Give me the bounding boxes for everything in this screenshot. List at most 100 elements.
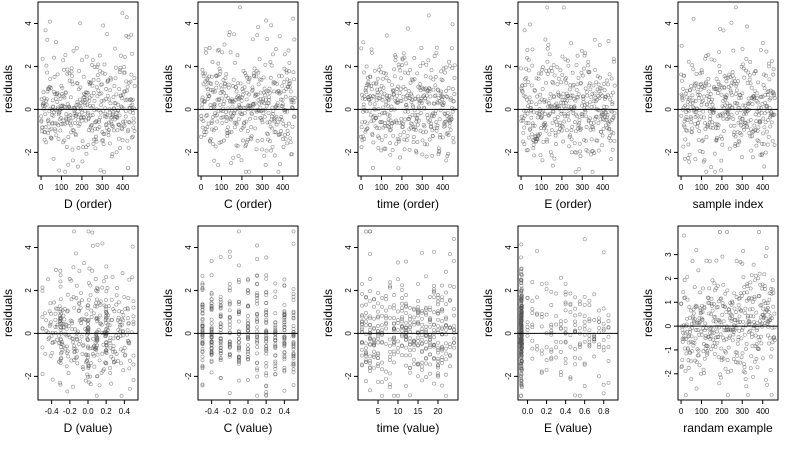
data-point bbox=[223, 76, 228, 81]
data-point bbox=[200, 366, 205, 371]
data-point bbox=[255, 329, 260, 334]
data-point bbox=[397, 137, 402, 142]
data-point bbox=[701, 115, 706, 120]
data-point bbox=[400, 343, 404, 348]
data-point bbox=[525, 320, 530, 325]
data-point bbox=[690, 126, 694, 131]
data-point bbox=[250, 37, 255, 42]
data-point bbox=[718, 297, 723, 302]
data-point bbox=[561, 5, 566, 10]
data-point bbox=[80, 365, 85, 370]
data-point bbox=[209, 301, 214, 306]
data-point bbox=[268, 75, 273, 80]
data-point bbox=[232, 125, 237, 130]
data-point bbox=[757, 271, 762, 276]
data-point bbox=[371, 94, 376, 98]
data-point bbox=[388, 285, 392, 290]
data-point bbox=[740, 46, 745, 51]
data-point bbox=[692, 109, 697, 114]
data-point bbox=[235, 106, 240, 111]
data-point bbox=[400, 319, 404, 324]
data-point bbox=[711, 330, 716, 335]
data-point bbox=[698, 82, 703, 87]
data-point bbox=[690, 349, 694, 354]
data-point bbox=[397, 64, 402, 69]
data-point bbox=[405, 133, 410, 138]
data-point bbox=[569, 150, 574, 155]
data-point bbox=[84, 151, 89, 156]
data-point bbox=[95, 242, 100, 247]
data-point bbox=[759, 303, 764, 307]
data-point bbox=[748, 81, 753, 86]
data-point bbox=[117, 309, 122, 314]
data-point bbox=[235, 53, 240, 58]
data-point bbox=[88, 113, 93, 118]
data-point bbox=[110, 152, 115, 156]
data-point bbox=[582, 53, 587, 58]
data-point bbox=[701, 286, 705, 291]
data-point bbox=[58, 382, 63, 387]
data-point bbox=[766, 61, 771, 66]
data-point bbox=[765, 382, 770, 387]
data-point bbox=[561, 91, 566, 96]
data-point bbox=[519, 309, 524, 314]
data-point bbox=[47, 309, 52, 314]
data-point bbox=[58, 356, 63, 361]
data-point bbox=[689, 120, 694, 125]
data-point bbox=[739, 95, 743, 100]
data-point bbox=[543, 80, 548, 85]
data-point bbox=[375, 76, 380, 81]
data-point bbox=[446, 151, 450, 156]
y-tick-label: 0 bbox=[344, 331, 353, 336]
points-group bbox=[200, 229, 296, 398]
data-point bbox=[283, 94, 288, 99]
data-point bbox=[92, 99, 97, 103]
data-point bbox=[395, 100, 400, 105]
data-point bbox=[111, 128, 116, 133]
data-point bbox=[771, 72, 776, 77]
data-point bbox=[372, 349, 376, 354]
data-point bbox=[412, 307, 416, 312]
data-point bbox=[264, 103, 269, 108]
data-point bbox=[103, 361, 108, 366]
data-point bbox=[709, 57, 714, 62]
y-tick-label: -2 bbox=[344, 148, 353, 156]
data-point bbox=[389, 108, 393, 112]
data-point bbox=[718, 113, 723, 118]
data-point bbox=[549, 128, 554, 133]
data-point bbox=[452, 336, 456, 341]
data-point bbox=[446, 59, 451, 64]
data-point bbox=[519, 317, 523, 322]
data-point bbox=[582, 314, 587, 319]
data-point bbox=[612, 111, 617, 116]
data-point bbox=[731, 327, 736, 332]
data-point bbox=[200, 302, 205, 307]
data-point bbox=[740, 155, 745, 160]
data-point bbox=[118, 361, 123, 366]
data-point bbox=[557, 123, 562, 128]
data-point bbox=[86, 317, 91, 322]
data-point bbox=[729, 20, 734, 25]
data-point bbox=[745, 24, 749, 29]
data-point bbox=[259, 116, 264, 121]
data-point bbox=[228, 111, 233, 116]
data-point bbox=[104, 264, 109, 269]
data-point bbox=[87, 80, 92, 84]
data-point bbox=[246, 304, 250, 309]
data-point bbox=[364, 315, 368, 320]
data-point bbox=[264, 276, 269, 281]
data-point bbox=[745, 125, 750, 130]
data-point bbox=[376, 324, 380, 328]
data-point bbox=[267, 120, 272, 125]
data-point bbox=[391, 133, 396, 138]
data-point bbox=[694, 71, 699, 76]
data-point bbox=[424, 375, 428, 380]
data-point bbox=[772, 311, 777, 316]
data-point bbox=[376, 309, 380, 314]
x-tick-label: 200 bbox=[75, 183, 89, 192]
data-point bbox=[696, 348, 701, 353]
data-point bbox=[758, 120, 763, 125]
data-point bbox=[368, 289, 372, 294]
data-point bbox=[44, 102, 49, 107]
data-point bbox=[287, 69, 292, 74]
